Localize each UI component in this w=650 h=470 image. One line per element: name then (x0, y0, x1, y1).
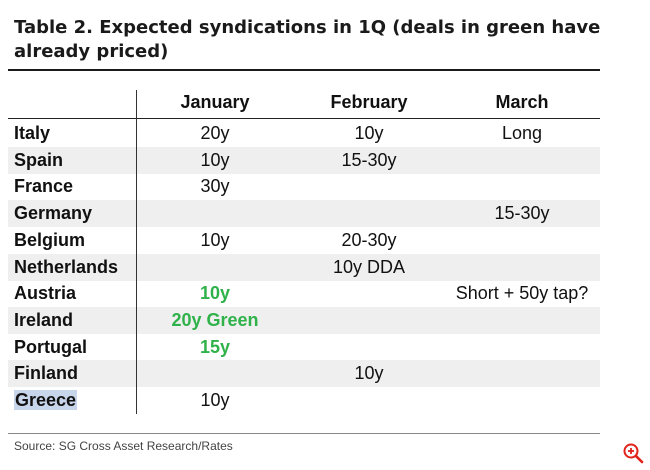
cell-january: 10y (200, 149, 230, 170)
table-row: Austria 10y Short + 50y tap? (8, 280, 600, 307)
country-label: Netherlands (14, 257, 118, 278)
cell-february: 20-30y (341, 229, 397, 250)
country-name: Austria (14, 283, 77, 304)
country-name: Netherlands (14, 256, 119, 277)
table-row: Finland 10y (8, 360, 600, 388)
country-label: France (14, 176, 73, 197)
source-note: Source: SG Cross Asset Research/Rates (14, 439, 233, 453)
cell-january: 30y (200, 176, 230, 197)
country-name: Germany (14, 203, 93, 224)
table-header-row: January February March (8, 90, 600, 119)
zoom-in-icon[interactable] (621, 441, 645, 465)
country-label: Belgium (14, 230, 85, 251)
cell-march: Short + 50y tap? (455, 283, 589, 304)
column-header-january: January (180, 92, 250, 112)
country-label: Greece (14, 390, 78, 411)
country-name: France (14, 176, 74, 197)
country-label: Italy (14, 123, 50, 144)
country-label: Austria (14, 283, 76, 304)
cell-february: 10y (354, 123, 384, 143)
table-row: Netherlands 10y DDA (8, 253, 600, 281)
country-name: Spain (14, 149, 64, 170)
country-label: Finland (14, 363, 78, 384)
cell-january: 10y (199, 283, 231, 304)
table-title: Table 2. Expected syndications in 1Q (de… (14, 17, 601, 62)
table-row: Ireland 20y Green (8, 306, 600, 334)
cell-february: 15-30y (341, 149, 397, 170)
table-row: France 30y (8, 173, 600, 200)
column-divider (136, 90, 137, 414)
table-row: Belgium 10y 20-30y (8, 227, 600, 254)
footer-rule (8, 433, 600, 434)
country-label: Ireland (14, 310, 73, 331)
country-label: Spain (14, 150, 63, 171)
country-name: Finland (14, 363, 78, 384)
country-name: Portugal (14, 336, 88, 357)
column-header-march: March (495, 92, 549, 112)
country-label: Portugal (14, 337, 87, 358)
table-row: Greece 10y (8, 387, 600, 414)
cell-january: 15y (199, 336, 231, 357)
cell-february: 10y DDA (332, 256, 406, 277)
country-name: Ireland (14, 309, 74, 330)
table-row: Germany 15-30y (8, 200, 600, 228)
country-name: Greece (14, 390, 78, 410)
cell-march: 15-30y (494, 203, 550, 224)
table-row: Italy 20y 10y Long (8, 120, 600, 147)
cell-january: 10y (200, 390, 230, 410)
country-name: Italy (14, 123, 51, 143)
cell-january: 20y (200, 123, 230, 143)
column-header-february: February (330, 92, 408, 112)
country-label: Germany (14, 203, 92, 224)
cell-january: 10y (200, 229, 230, 250)
country-name: Belgium (14, 229, 86, 250)
table-row: Portugal 15y (8, 334, 600, 361)
cell-january: 20y Green (171, 309, 259, 330)
cell-march: Long (501, 123, 543, 143)
cell-february: 10y (354, 363, 384, 384)
table-row: Spain 10y 15-30y (8, 146, 600, 174)
title-rule (8, 69, 600, 71)
